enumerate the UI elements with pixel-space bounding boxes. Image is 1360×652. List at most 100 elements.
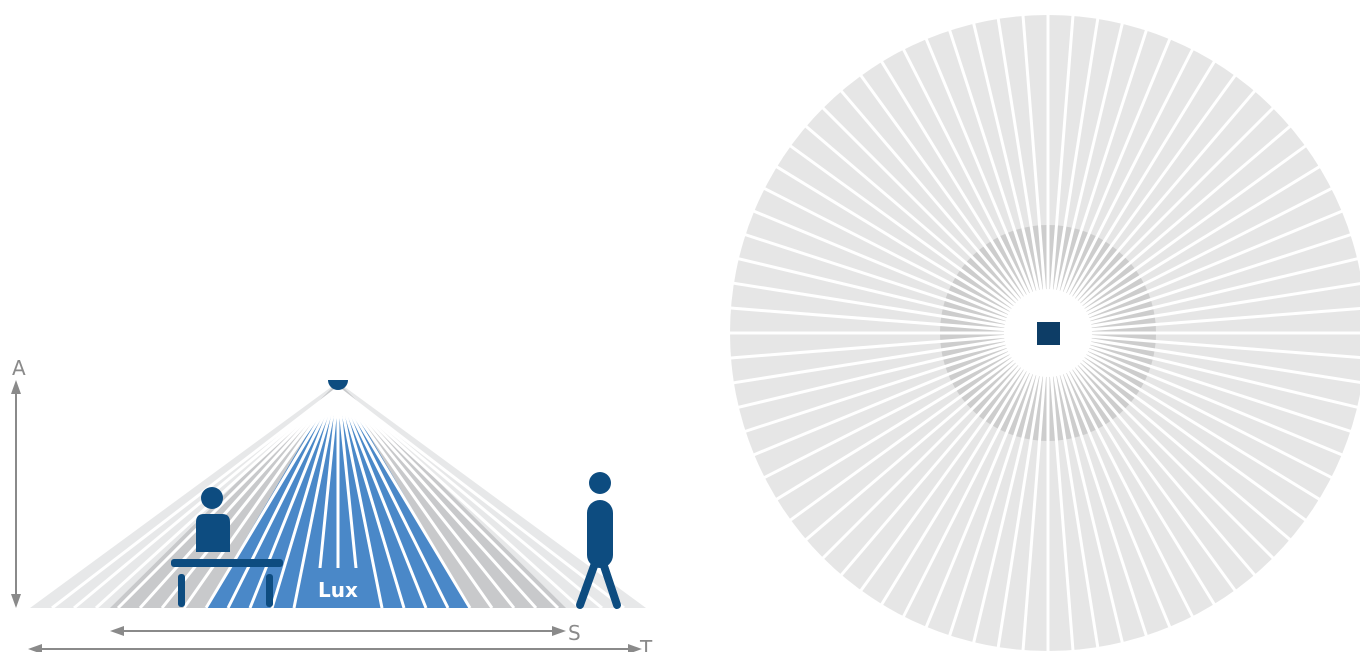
- top-ray-separator: [1046, 36, 1172, 334]
- side-view: Lux A: [11, 356, 653, 652]
- top-ray-separator: [1047, 209, 1345, 335]
- side-ray-separator: [337, 386, 603, 610]
- top-ray-separator: [1047, 143, 1308, 335]
- top-ray-separator: [839, 332, 1050, 578]
- side-ray-separator: [336, 387, 384, 609]
- side-ray-separator: [336, 387, 516, 609]
- side-ray-separator: [116, 386, 340, 610]
- side-ray-separator: [336, 386, 538, 610]
- top-ray-separator: [1046, 88, 1257, 334]
- top-ray-separator: [947, 28, 1050, 334]
- desk-icon: [171, 559, 283, 607]
- top-ray-separator: [1046, 332, 1075, 652]
- top-ray-separator: [820, 331, 1050, 561]
- top-ray-separator: [774, 331, 1049, 502]
- top-ray-separator: [743, 331, 1049, 434]
- top-ray-separator: [1046, 28, 1149, 334]
- top-ray-separator: [1047, 232, 1353, 335]
- top-ray-separator: [996, 16, 1050, 334]
- top-ray-separator: [774, 164, 1049, 335]
- top-ray-separator: [1046, 332, 1195, 619]
- top-ray-separator: [1046, 73, 1238, 334]
- side-ray-separator: [160, 387, 340, 609]
- top-ray-separator: [1047, 331, 1360, 360]
- top-ray-separator: [1047, 331, 1353, 434]
- top-ray-separator: [1046, 332, 1125, 645]
- top-ray-separator: [901, 332, 1050, 619]
- side-view-ray-separators: [51, 386, 625, 610]
- top-ray-separator: [751, 209, 1049, 335]
- top-ray-separator: [1046, 47, 1195, 334]
- top-ray-separator: [901, 47, 1050, 334]
- top-ray-separator: [971, 332, 1050, 645]
- top-ray-separator: [731, 281, 1049, 335]
- ceiling-sensor: [328, 380, 348, 390]
- top-ray-separator: [1046, 21, 1125, 334]
- top-ray-separator: [751, 331, 1049, 457]
- side-ray-separator: [270, 387, 340, 609]
- top-ray-separator: [1046, 59, 1217, 334]
- top-ray-separator: [1046, 105, 1276, 335]
- height-marker-label: A: [12, 356, 26, 380]
- top-ray-separator: [731, 331, 1049, 385]
- top-ray-separator: [879, 332, 1050, 607]
- side-ray-separator: [182, 387, 340, 609]
- top-ray-separator: [762, 331, 1049, 480]
- top-ray-separator: [1046, 332, 1149, 638]
- top-ray-separator: [924, 36, 1050, 334]
- side-ray-separator: [336, 386, 560, 610]
- lux-label: Lux: [318, 578, 358, 602]
- top-ray-separator: [1046, 332, 1217, 607]
- top-ray-separator: [743, 232, 1049, 335]
- side-ray-separator: [336, 387, 494, 609]
- side-ray-separator: [138, 386, 340, 610]
- top-ray-separator: [858, 73, 1050, 334]
- top-ray-separator: [1047, 331, 1322, 502]
- side-ray-separator: [336, 387, 472, 609]
- top-ray-separator: [1046, 331, 1276, 561]
- lux-label-box: [307, 568, 369, 608]
- top-view: [728, 13, 1360, 652]
- side-ray-separator: [292, 387, 340, 609]
- top-ray-separator: [924, 332, 1050, 630]
- top-ray-separator: [803, 124, 1049, 335]
- top-ray-separator: [803, 331, 1049, 542]
- top-ray-separator: [728, 306, 1049, 335]
- top-ray-separator: [1046, 332, 1172, 630]
- top-ray-separator: [1047, 331, 1308, 523]
- side-ray-separator: [226, 387, 340, 609]
- top-ray-separator: [1021, 332, 1050, 652]
- top-ray-separator: [1047, 331, 1345, 457]
- top-ray-separator: [1021, 13, 1050, 334]
- top-ray-separator: [820, 105, 1050, 335]
- top-ray-separator: [1047, 331, 1360, 410]
- top-ray-separator: [858, 332, 1050, 593]
- top-ray-separator: [736, 331, 1049, 410]
- side-ray-separator: [248, 387, 340, 609]
- height-dimension: [11, 380, 21, 608]
- side-ray-separator: [336, 387, 450, 609]
- top-ray-separator: [947, 332, 1050, 638]
- top-ray-separator: [1047, 164, 1322, 335]
- top-ray-separator: [736, 256, 1049, 335]
- sensor-icon: [1037, 322, 1060, 345]
- walking-person-icon: [576, 472, 621, 609]
- top-ray-separator: [839, 88, 1050, 334]
- small-range-dimension: [110, 626, 566, 636]
- top-ray-separator: [788, 331, 1049, 523]
- top-ray-separator: [1047, 331, 1293, 542]
- top-ray-separator: [1046, 332, 1238, 593]
- top-ray-separator: [1046, 332, 1257, 578]
- top-ray-separator: [1046, 13, 1075, 334]
- total-range-dimension: [28, 644, 642, 652]
- top-ray-separator: [1047, 331, 1360, 384]
- top-ray-separator: [971, 21, 1050, 334]
- top-ray-separator: [1046, 16, 1100, 334]
- top-ray-separator: [1047, 186, 1334, 335]
- top-view-ray-separators: [728, 13, 1360, 652]
- top-ray-separator: [1047, 256, 1360, 335]
- top-ray-separator: [879, 59, 1050, 334]
- side-ray-separator: [337, 386, 625, 610]
- top-ray-separator: [1047, 282, 1360, 335]
